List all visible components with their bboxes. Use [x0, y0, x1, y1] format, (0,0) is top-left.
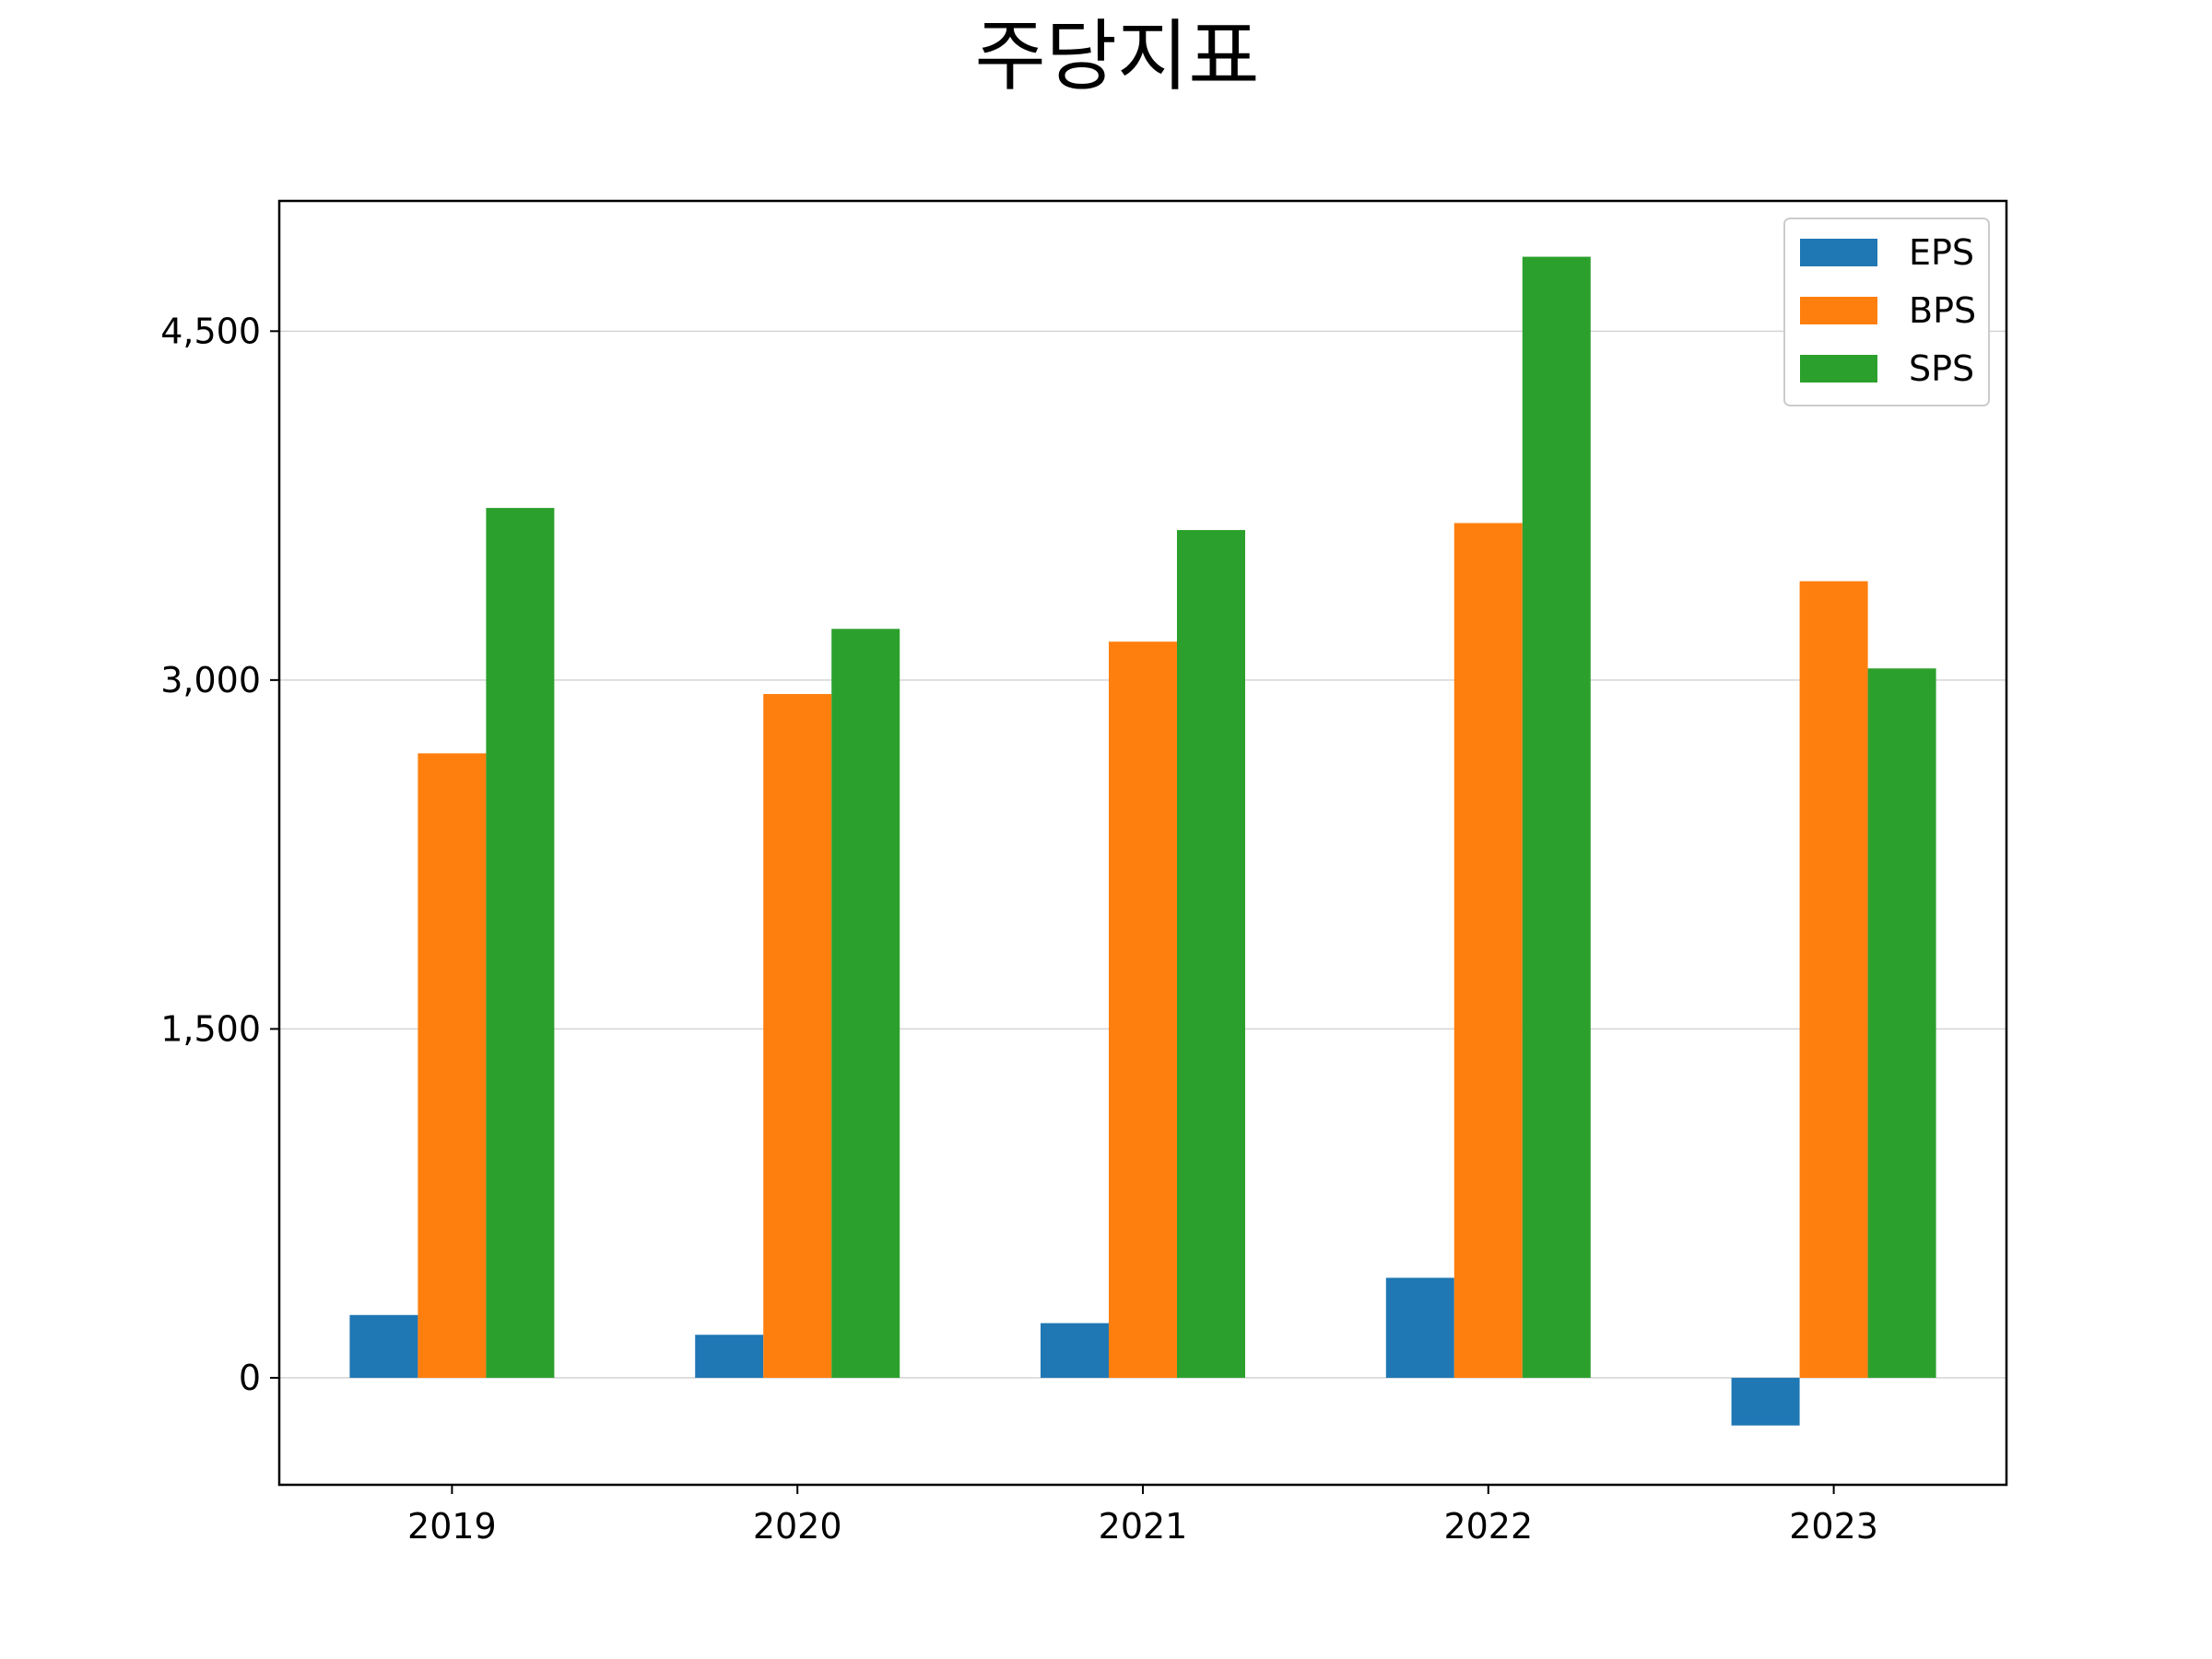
bars — [349, 256, 1936, 1426]
bar-sps-2022 — [1522, 256, 1591, 1378]
bar-eps-2019 — [349, 1314, 418, 1378]
legend-swatch-bps — [1800, 297, 1877, 324]
legend: EPS BPS SPS — [1783, 218, 1990, 406]
bar-bps-2022 — [1453, 523, 1523, 1378]
x-tick-label: 2019 — [407, 1506, 497, 1547]
y-tick-label: 0 — [239, 1358, 261, 1398]
bar-bps-2023 — [1799, 581, 1868, 1378]
bar-bps-2019 — [418, 753, 487, 1378]
bar-eps-2021 — [1041, 1323, 1109, 1378]
bar-sps-2021 — [1177, 530, 1245, 1378]
legend-swatch-sps — [1800, 355, 1877, 382]
x-tick-label: 2022 — [1443, 1506, 1533, 1547]
bar-eps-2022 — [1385, 1277, 1454, 1378]
y-axis: 0 1,500 3,000 4,500 — [160, 311, 279, 1398]
legend-label-bps: BPS — [1909, 290, 1976, 331]
y-tick-label: 1,500 — [160, 1008, 261, 1049]
bar-bps-2021 — [1109, 641, 1177, 1378]
x-tick-label: 2023 — [1789, 1506, 1878, 1547]
y-tick-label: 4,500 — [160, 311, 261, 351]
x-tick-label: 2021 — [1099, 1506, 1188, 1547]
bar-sps-2019 — [486, 508, 555, 1378]
bar-bps-2020 — [763, 693, 832, 1378]
y-tick-label: 3,000 — [160, 660, 261, 700]
x-tick-label: 2020 — [753, 1506, 842, 1547]
bar-sps-2023 — [1867, 668, 1936, 1378]
chart-title: 주당지표 — [974, 11, 1259, 101]
legend-label-sps: SPS — [1909, 348, 1974, 389]
bar-eps-2023 — [1731, 1377, 1800, 1426]
bar-sps-2020 — [831, 629, 900, 1378]
bar-eps-2020 — [695, 1335, 764, 1378]
x-axis: 2019 2020 2021 2022 2023 — [407, 1485, 1878, 1547]
legend-swatch-eps — [1800, 239, 1877, 266]
legend-label-eps: EPS — [1909, 232, 1974, 273]
